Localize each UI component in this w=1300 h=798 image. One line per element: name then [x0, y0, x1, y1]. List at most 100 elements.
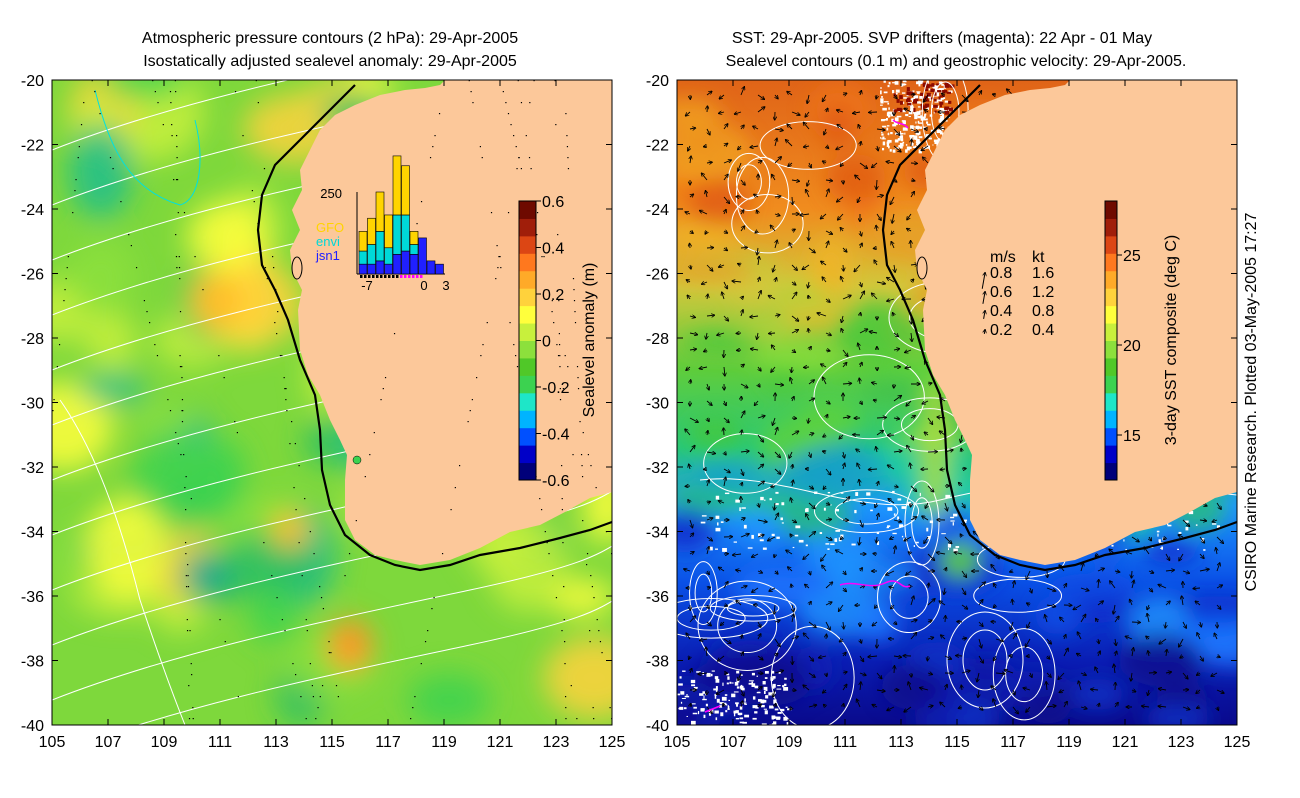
lat-tick-label: -32 [21, 460, 44, 477]
lon-tick-label: 125 [1224, 734, 1251, 751]
lon-tick-label: 117 [1000, 734, 1026, 751]
lat-tick-label: -24 [646, 202, 669, 219]
histogram-bar-jsn1 [401, 250, 410, 275]
histogram-xtick: 3 [442, 278, 449, 293]
histogram-bar-jsn1 [358, 263, 368, 275]
lon-tick-label: 119 [1056, 734, 1082, 751]
lon-tick-label: 107 [720, 734, 747, 751]
colorbar-swatch [1105, 323, 1117, 341]
colorbar-tick-label: -0.2 [542, 380, 570, 397]
colorbar-swatch [1105, 201, 1117, 219]
lat-tick-label: -36 [21, 589, 44, 606]
lat-tick-label: -28 [21, 331, 44, 348]
histogram-bar-gfo [367, 217, 376, 245]
lat-tick-label: -20 [21, 73, 44, 90]
histogram-time-marker [360, 275, 423, 278]
lat-tick-label: -30 [646, 396, 669, 413]
lat-tick-label: -20 [646, 73, 669, 90]
colorbar-tick-label: 20 [1123, 338, 1141, 355]
rottnest-island [352, 455, 362, 465]
colorbar-swatch [1105, 375, 1117, 394]
colorbar-swatch [519, 445, 536, 464]
island [916, 256, 928, 280]
colorbar-swatch [1105, 270, 1117, 289]
colorbar-swatch [519, 462, 536, 481]
lat-tick-label: -40 [646, 718, 669, 735]
lat-tick-label: -26 [646, 267, 669, 284]
histogram-bar-envi [392, 214, 402, 255]
velocity-legend: m/s kt 0.8 1.6 0.6 1.2 0.4 0.8 0.2 0.4 [981, 249, 1054, 339]
histogram-bar-jsn1 [384, 263, 393, 275]
shelf-edge-line [256, 84, 612, 572]
histogram-legend-envi: envi [316, 234, 340, 249]
colorbar-swatch [519, 235, 536, 254]
lon-tick-label: 115 [944, 734, 970, 751]
time-marker-dot [404, 275, 407, 278]
geostrophic-velocity-arrows [684, 87, 1224, 713]
time-marker-dot [416, 275, 419, 278]
time-marker-dot [384, 275, 387, 278]
colorbar-swatch [519, 357, 536, 376]
lon-tick-label: 109 [776, 734, 803, 751]
time-marker-dot [360, 275, 363, 278]
velocity-legend-ms: 0.2 [990, 322, 1012, 339]
histogram-bar-jsn1 [375, 260, 385, 275]
lon-tick-label: 121 [487, 734, 514, 751]
right-title-line1: SST: 29-Apr-2005. SVP drifters (magenta)… [732, 30, 1152, 47]
lat-tick-label: -32 [646, 460, 669, 477]
lon-tick-label: 111 [208, 734, 232, 751]
colorbar-tick-label: -0.6 [542, 473, 570, 490]
lon-tick-label: 111 [833, 734, 857, 751]
svp-drifter-tracks [704, 119, 911, 713]
colorbar-tick-label: 0 [542, 334, 551, 351]
left-title-line2: Isostatically adjusted sealevel anomaly:… [143, 53, 517, 70]
colorbar-swatch [1105, 235, 1117, 254]
colorbar-swatch [519, 305, 536, 324]
colorbar-tick-label: 15 [1123, 428, 1141, 445]
histogram-bar-envi [375, 231, 385, 262]
left-axes: 105 107 109 111 113 115 117 119 121 123 125 -20 -22 -… [21, 73, 626, 751]
colorbar-swatch [1105, 305, 1117, 324]
sealevel-anomaly-field: 250 GFO envi jsn1 -7 0 3 0.6 0.4 0.2 0 -0.2 -… [52, 80, 612, 725]
colorbar-tick-label: -0.4 [542, 427, 570, 444]
histogram-bar-gfo [358, 231, 368, 252]
credit-text: CSIRO Marine Research. Plotted 03-May-20… [1243, 212, 1260, 591]
altimeter-histogram: 250 GFO envi jsn1 -7 0 3 [315, 155, 450, 293]
velocity-legend-kt: 0.4 [1032, 322, 1054, 339]
lat-tick-label: -24 [21, 202, 44, 219]
velocity-reference-arrow [981, 273, 985, 289]
velocity-legend-header-ms: m/s [990, 249, 1016, 266]
colorbar-frame [1104, 200, 1118, 481]
time-marker-dot [380, 275, 383, 278]
time-marker-dot [392, 275, 395, 278]
histogram-bar-envi [409, 244, 419, 255]
histogram-ymax-label: 250 [320, 186, 342, 201]
time-marker-dot [364, 275, 367, 278]
colorbar-swatch [1105, 392, 1117, 411]
histogram-bar-jsn1 [435, 263, 444, 275]
lat-tick-label: -40 [21, 718, 44, 735]
lat-tick-label: -34 [21, 525, 44, 542]
lon-tick-label: 105 [664, 734, 691, 751]
histogram-bar-gfo [375, 191, 385, 232]
time-marker-dot [396, 275, 399, 278]
time-marker-dot [372, 275, 375, 278]
colorbar-tick-label: 25 [1123, 248, 1141, 265]
histogram-legend-gfo: GFO [316, 220, 344, 235]
colorbar-swatch [519, 427, 536, 446]
altimeter-track-dots [52, 80, 612, 720]
colorbar-swatch [519, 270, 536, 289]
velocity-legend-ms: 0.8 [990, 265, 1012, 282]
time-marker-dot [388, 275, 391, 278]
velocity-legend-header-kt: kt [1032, 249, 1045, 266]
colorbar-swatch [519, 410, 536, 429]
colorbar-swatch [519, 288, 536, 307]
velocity-legend-kt: 1.2 [1032, 284, 1054, 301]
lon-tick-label: 123 [1168, 734, 1195, 751]
colorbar-tick-label: 0.4 [542, 241, 564, 258]
lat-tick-label: -34 [646, 525, 669, 542]
lon-tick-label: 105 [39, 734, 66, 751]
velocity-legend-kt: 1.6 [1032, 265, 1054, 282]
left-map: 250 GFO envi jsn1 -7 0 3 0.6 0.4 0.2 0 -0.2 -… [21, 73, 626, 751]
colorbar-swatch [519, 323, 536, 341]
